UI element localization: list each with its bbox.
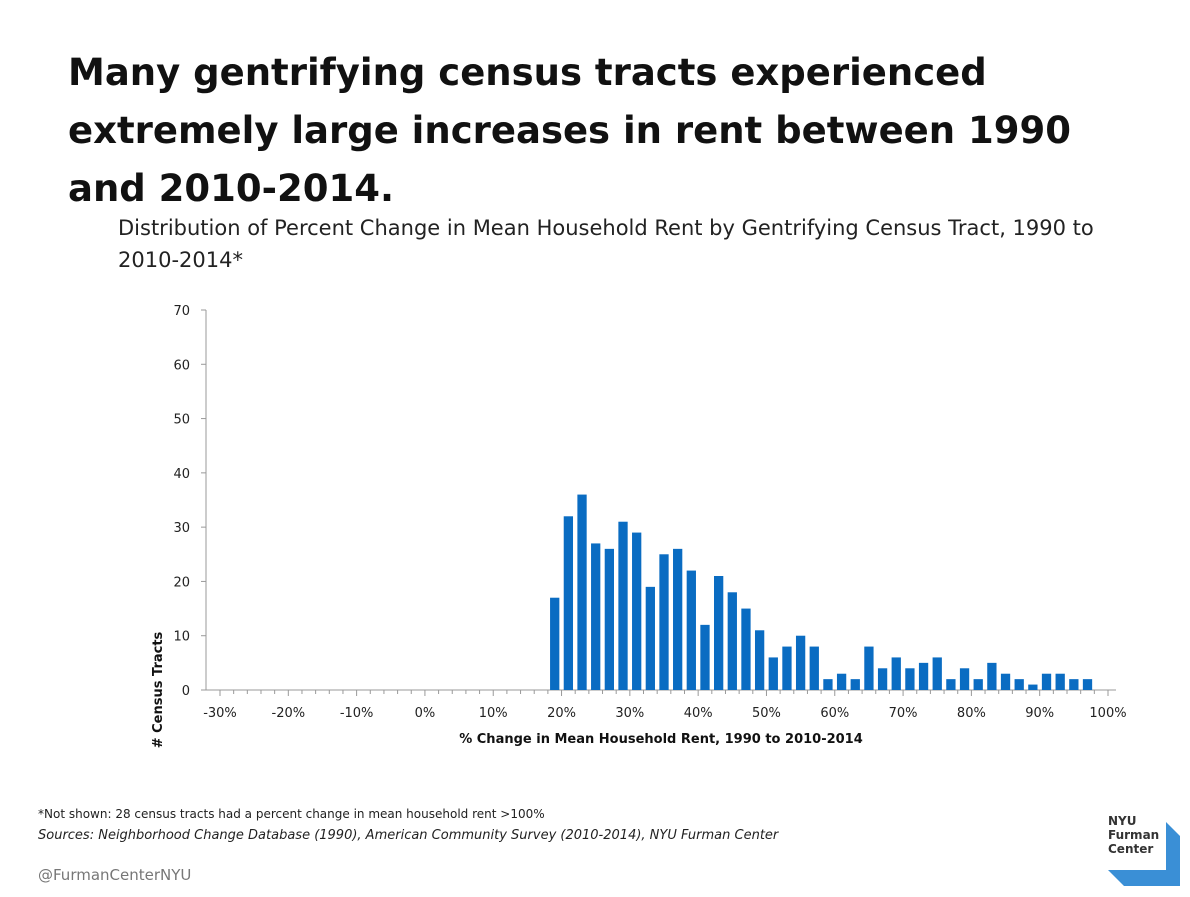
x-axis-title: % Change in Mean Household Rent, 1990 to…: [459, 732, 863, 747]
x-tick-label: 70%: [889, 706, 918, 721]
bar: [918, 662, 929, 690]
bar: [905, 668, 915, 690]
bar: [809, 646, 819, 690]
y-tick-label: 70: [173, 304, 190, 319]
bar: [604, 548, 614, 690]
x-tick-label: 40%: [684, 706, 713, 721]
x-tick-label: -10%: [340, 706, 374, 721]
bar: [850, 679, 860, 690]
bar: [891, 657, 901, 690]
bar: [686, 570, 696, 690]
bar: [1069, 679, 1079, 690]
bar: [973, 679, 983, 690]
bar: [550, 597, 560, 690]
bar: [836, 673, 847, 690]
logo-line: Center: [1108, 842, 1154, 856]
x-tick-label: -20%: [272, 706, 306, 721]
bar: [645, 586, 655, 690]
x-tick-label: 60%: [820, 706, 849, 721]
y-axis-title: # Census Tracts: [151, 631, 166, 748]
y-tick-label: 10: [173, 630, 190, 645]
bar: [714, 576, 724, 690]
bar: [591, 543, 601, 690]
bar: [795, 635, 806, 690]
y-tick-label: 30: [173, 521, 190, 536]
logo-corner-icon: [1108, 822, 1180, 886]
bar: [782, 646, 792, 690]
nyu-furman-logo: NYU Furman Center: [1104, 812, 1184, 890]
headline: Many gentrifying census tracts experienc…: [68, 51, 1071, 210]
bar: [1014, 679, 1024, 690]
histogram-chart: 0 10 20 30 40 50 60 70 -30% -20% -10% 0% 10% 20% 30% 4…: [151, 304, 1127, 748]
logo-line: NYU: [1108, 814, 1137, 828]
bar: [563, 516, 574, 690]
bar: [1028, 684, 1038, 690]
x-tick-label: 90%: [1025, 706, 1054, 721]
bar: [1055, 673, 1065, 690]
bar: [823, 679, 833, 690]
bar: [1041, 673, 1052, 690]
x-tick-label: -30%: [203, 706, 237, 721]
bar: [659, 554, 669, 690]
x-tick-label: 10%: [479, 706, 508, 721]
y-tick-label: 0: [182, 684, 190, 699]
chart-title: Distribution of Percent Change in Mean H…: [118, 216, 1094, 272]
footnote: *Not shown: 28 census tracts had a perce…: [38, 807, 545, 821]
x-tick-label: 0%: [415, 706, 436, 721]
bar: [741, 608, 751, 690]
x-tick-label: 20%: [547, 706, 576, 721]
bar: [959, 668, 970, 690]
bar: [877, 668, 888, 690]
bars: [550, 494, 1093, 690]
bar: [700, 624, 710, 690]
bar: [632, 532, 642, 690]
sources: Sources: Neighborhood Change Database (1…: [38, 828, 779, 843]
bar: [754, 630, 765, 690]
x-tick-label: 100%: [1089, 706, 1126, 721]
x-tick-label: 50%: [752, 706, 781, 721]
bar: [932, 657, 942, 690]
twitter-handle: @FurmanCenterNYU: [38, 866, 192, 884]
bar: [987, 662, 997, 690]
x-tick-label: 30%: [615, 706, 644, 721]
y-axis: 0 10 20 30 40 50 60 70: [173, 304, 207, 699]
x-axis: -30% -20% -10% 0% 10% 20% 30% 40% 50% 60% 70% 80% 90…: [203, 689, 1127, 721]
bar: [768, 657, 778, 690]
bar: [1000, 673, 1011, 690]
y-tick-label: 40: [173, 467, 190, 482]
y-tick-label: 20: [173, 575, 190, 590]
bar: [618, 521, 628, 690]
logo-line: Furman: [1108, 828, 1160, 842]
bar: [946, 679, 956, 690]
bar: [577, 494, 587, 690]
bar: [673, 548, 683, 690]
logo-text: NYU Furman Center: [1108, 814, 1159, 856]
y-tick-label: 60: [173, 358, 190, 373]
bar: [727, 592, 737, 690]
x-tick-label: 80%: [957, 706, 986, 721]
y-tick-label: 50: [173, 413, 190, 428]
bar: [1082, 679, 1093, 690]
bar: [864, 646, 874, 690]
